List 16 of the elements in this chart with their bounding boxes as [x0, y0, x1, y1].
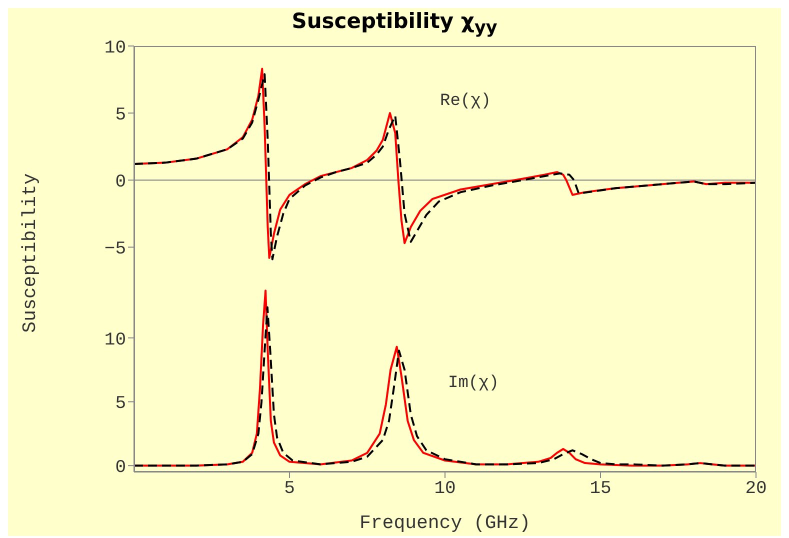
y-axis-title: Susceptibility: [19, 173, 41, 333]
y-tick-label: −5: [104, 240, 126, 260]
x-tick-label: 15: [590, 478, 612, 499]
x-tick-label: 5: [284, 478, 295, 499]
annotation: Re(χ): [440, 92, 492, 111]
chart-title: Susceptibility χ$_{yy}$: [290, 8, 498, 38]
x-axis-title: Frequency (GHz): [359, 512, 531, 534]
x-tick-label: 20: [745, 478, 767, 499]
y-tick-label: 10: [104, 38, 126, 58]
y-tick-label: 0: [115, 172, 126, 193]
y-tick-label: 0: [115, 458, 126, 478]
y-tick-label: 5: [115, 394, 126, 414]
x-tick-label: 10: [434, 478, 456, 499]
y-tick-label: 10: [104, 330, 126, 350]
y-tick-label: 5: [115, 105, 126, 126]
annotation: Im(χ): [448, 374, 500, 393]
